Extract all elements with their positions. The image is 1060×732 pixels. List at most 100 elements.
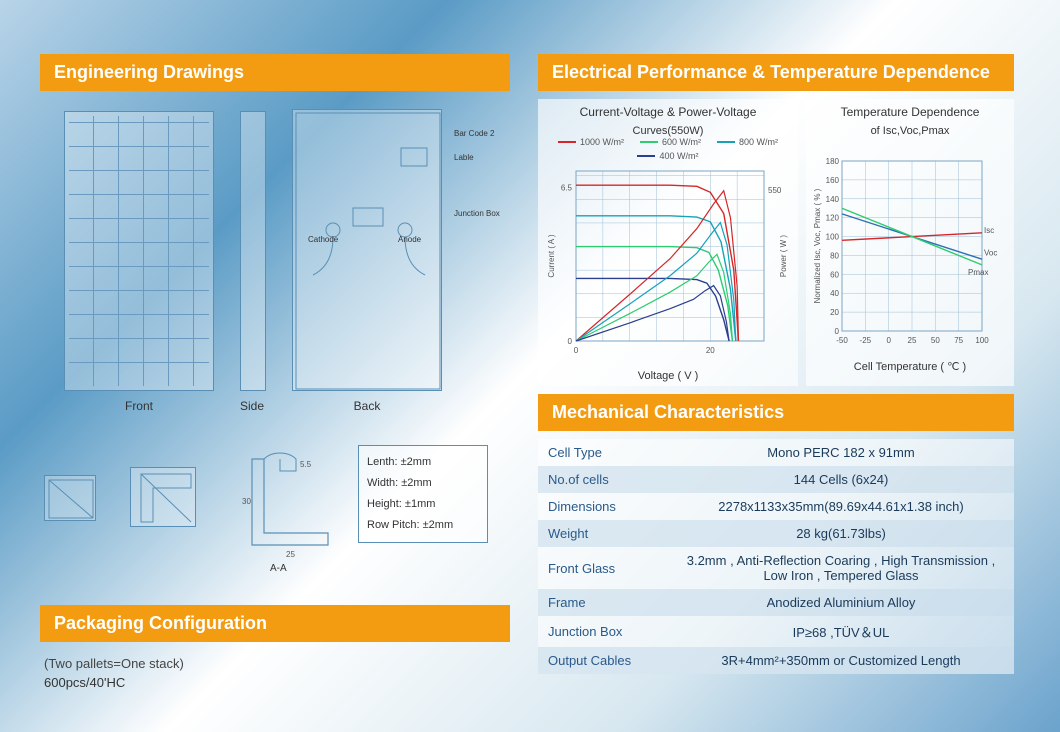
back-annot-barcode: Bar Code 2 — [454, 129, 494, 138]
profile-l: 5.5 — [300, 460, 312, 469]
temp-chart-box: Temperature Dependence of Isc,Voc,Pmax -… — [806, 99, 1014, 386]
iv-chart-title: Current-Voltage & Power-Voltage — [542, 105, 794, 119]
svg-text:20: 20 — [706, 346, 715, 355]
mech-header: Mechanical Characteristics — [538, 394, 1014, 431]
iv-chart-subtitle: Curves(550W) — [542, 125, 794, 137]
table-row: No.of cells144 Cells (6x24) — [538, 466, 1014, 493]
mini-drawing-1 — [44, 475, 96, 521]
drawings-area: Front Side Back Bar Code 2 Lable Junctio… — [40, 99, 510, 439]
mech-key: Front Glass — [538, 547, 668, 589]
mech-value: Mono PERC 182 x 91mm — [668, 439, 1014, 466]
engineering-drawings-header: Engineering Drawings — [40, 54, 510, 91]
svg-text:100: 100 — [826, 233, 840, 242]
tol-length: Lenth: ±2mm — [367, 452, 479, 473]
front-label: Front — [64, 399, 214, 413]
svg-text:140: 140 — [826, 195, 840, 204]
mech-key: Junction Box — [538, 616, 668, 647]
tolerance-box: Lenth: ±2mm Width: ±2mm Height: ±1mm Row… — [358, 445, 488, 543]
table-row: Junction BoxIP≥68 ,TÜV＆UL — [538, 616, 1014, 647]
mech-value: 3.2mm , Anti-Reflection Coaring , High T… — [668, 547, 1014, 589]
packaging-line1: 600pcs/40'HC — [40, 673, 510, 692]
svg-text:550: 550 — [768, 186, 782, 195]
svg-text:Power ( W ): Power ( W ) — [779, 235, 788, 278]
panel-back — [292, 109, 442, 391]
mech-key: Weight — [538, 520, 668, 547]
panel-side — [240, 111, 266, 391]
svg-text:60: 60 — [830, 270, 839, 279]
left-column: Engineering Drawings Front Side — [40, 54, 510, 692]
aa-label: A-A — [270, 563, 287, 574]
svg-text:50: 50 — [931, 336, 940, 345]
iv-x-label: Voltage ( V ) — [542, 370, 794, 382]
back-annot-label: Lable — [454, 153, 474, 162]
svg-text:160: 160 — [826, 176, 840, 185]
svg-text:0: 0 — [886, 336, 891, 345]
mech-key: Dimensions — [538, 493, 668, 520]
bottom-drawings: 30 25 5.5 A-A Lenth: ±2mm Width: ±2mm He… — [40, 445, 510, 605]
svg-text:Normalized Isc, Voc, Pmax ( %: Normalized Isc, Voc, Pmax ( % ) — [813, 188, 822, 303]
mech-table: Cell TypeMono PERC 182 x 91mmNo.of cells… — [538, 439, 1014, 674]
svg-text:Isc: Isc — [984, 226, 994, 235]
mech-key: Output Cables — [538, 647, 668, 674]
profile-h: 30 — [242, 497, 251, 506]
mech-value: 2278x1133x35mm(89.69x44.61x1.38 inch) — [668, 493, 1014, 520]
mech-value: 28 kg(61.73lbs) — [668, 520, 1014, 547]
svg-text:0: 0 — [568, 337, 573, 346]
temp-chart-svg: -50 -25 0 25 50 75 100 0 20 40 60 80 100 120 140 160 180… — [810, 155, 1010, 351]
svg-text:0: 0 — [835, 327, 840, 336]
tol-rowpitch: Row Pitch: ±2mm — [367, 515, 479, 536]
charts-row: Current-Voltage & Power-Voltage Curves(5… — [538, 99, 1014, 386]
back-annot-cathode: Cathode — [308, 235, 338, 244]
svg-text:120: 120 — [826, 214, 840, 223]
svg-text:25: 25 — [908, 336, 917, 345]
temp-x-label: Cell Temperature ( ℃ ) — [810, 360, 1010, 373]
elec-header: Electrical Performance & Temperature Dep… — [538, 54, 1014, 91]
table-row: Front Glass3.2mm , Anti-Reflection Coari… — [538, 547, 1014, 589]
table-row: Output Cables3R+4mm²+350mm or Customized… — [538, 647, 1014, 674]
mech-value: 144 Cells (6x24) — [668, 466, 1014, 493]
tol-height: Height: ±1mm — [367, 494, 479, 515]
mini-drawing-2 — [130, 467, 196, 527]
table-row: FrameAnodized Aluminium Alloy — [538, 589, 1014, 616]
svg-text:100: 100 — [975, 336, 989, 345]
panel-front — [64, 111, 214, 391]
packaging-header: Packaging Configuration — [40, 605, 510, 642]
legend-item: 400 W/m² — [637, 151, 698, 161]
profile-b: 25 — [286, 550, 295, 559]
svg-text:Pmax: Pmax — [968, 268, 988, 277]
svg-text:Current ( A ): Current ( A ) — [547, 234, 556, 277]
svg-text:40: 40 — [830, 289, 839, 298]
packaging-subtitle: (Two pallets=One stack) — [40, 650, 510, 673]
back-label: Back — [292, 399, 442, 413]
back-annot-jbox: Junction Box — [454, 209, 500, 218]
svg-text:75: 75 — [954, 336, 963, 345]
table-row: Cell TypeMono PERC 182 x 91mm — [538, 439, 1014, 466]
svg-text:-25: -25 — [860, 336, 872, 345]
side-label: Side — [226, 399, 278, 413]
tol-width: Width: ±2mm — [367, 473, 479, 494]
svg-text:6.5: 6.5 — [561, 184, 573, 193]
iv-chart-box: Current-Voltage & Power-Voltage Curves(5… — [538, 99, 798, 386]
svg-text:-50: -50 — [836, 336, 848, 345]
iv-chart-svg: 02006.5550Current ( A )Power ( W ) — [542, 165, 794, 361]
panel-back-svg — [293, 110, 443, 392]
svg-text:Voc: Voc — [984, 248, 997, 257]
table-row: Dimensions2278x1133x35mm(89.69x44.61x1.3… — [538, 493, 1014, 520]
profile-aa-svg: 30 25 5.5 — [232, 449, 342, 569]
mech-key: Frame — [538, 589, 668, 616]
legend-item: 1000 W/m² — [558, 137, 624, 147]
svg-text:20: 20 — [830, 308, 839, 317]
mech-value: 3R+4mm²+350mm or Customized Length — [668, 647, 1014, 674]
right-column: Electrical Performance & Temperature Dep… — [538, 54, 1014, 692]
table-row: Weight28 kg(61.73lbs) — [538, 520, 1014, 547]
legend-item: 800 W/m² — [717, 137, 778, 147]
svg-text:80: 80 — [830, 251, 839, 260]
temp-chart-subtitle: of Isc,Voc,Pmax — [810, 125, 1010, 137]
legend-item: 600 W/m² — [640, 137, 701, 147]
mech-value: Anodized Aluminium Alloy — [668, 589, 1014, 616]
mech-value: IP≥68 ,TÜV＆UL — [668, 616, 1014, 647]
back-annot-anode: Anode — [398, 235, 421, 244]
svg-text:180: 180 — [826, 157, 840, 166]
mech-key: No.of cells — [538, 466, 668, 493]
temp-chart-title: Temperature Dependence — [810, 105, 1010, 119]
